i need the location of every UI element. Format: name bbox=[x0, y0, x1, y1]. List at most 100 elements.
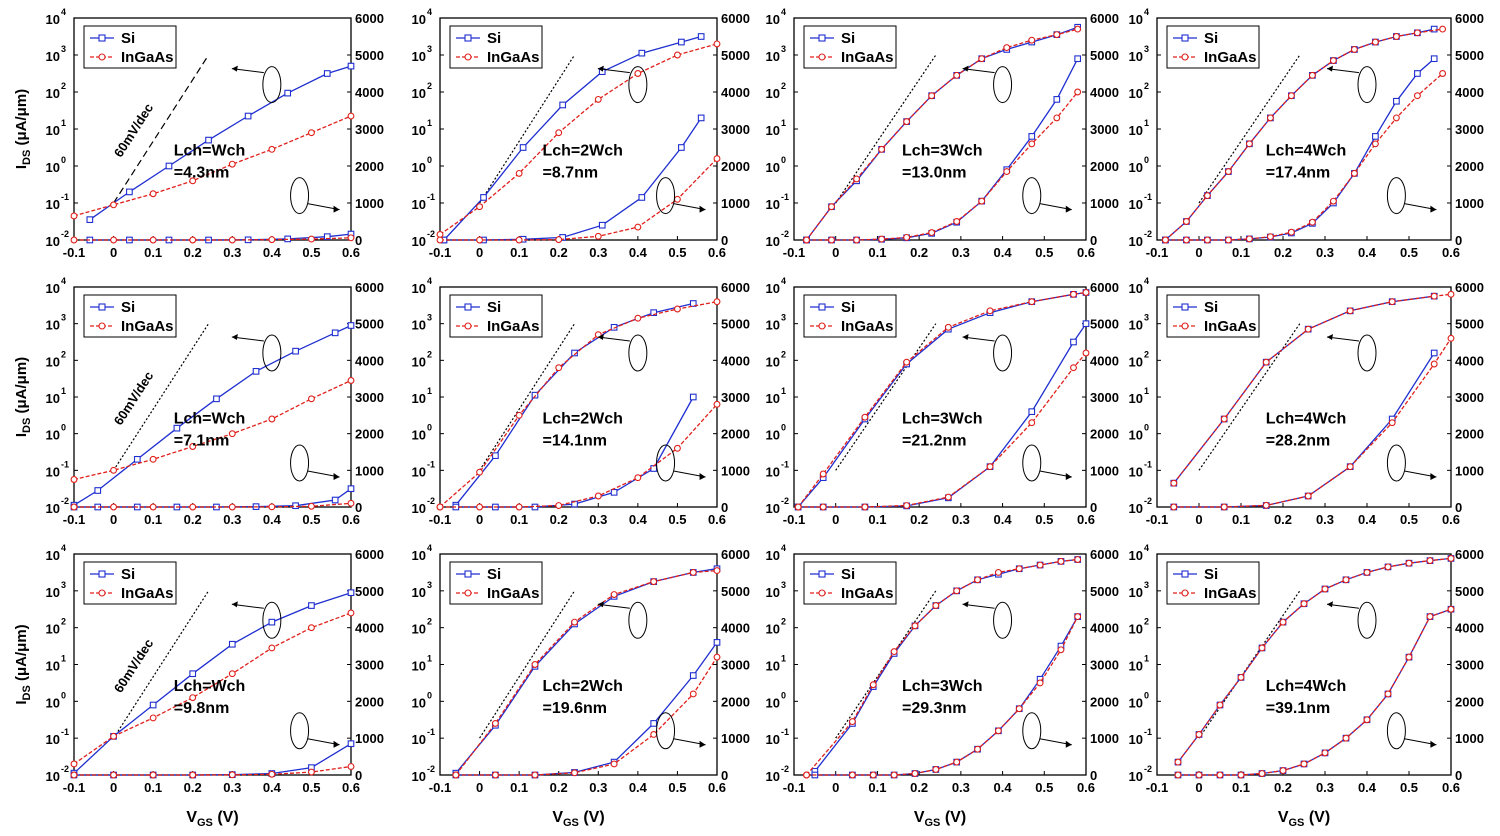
series-si-log-line bbox=[443, 35, 702, 241]
point-ingaas-lin bbox=[819, 503, 827, 511]
channel-length-label: Lch=2Wch bbox=[542, 143, 622, 160]
y-log-tick-label: 10 bbox=[766, 281, 780, 296]
point-ingaas-log bbox=[307, 129, 315, 137]
legend-ingaas-marker bbox=[98, 322, 106, 330]
point-ingaas-lin bbox=[228, 771, 236, 779]
x-tick-label: 0.1 bbox=[144, 780, 162, 795]
y-lin-tick-label: 3000 bbox=[1090, 658, 1119, 673]
point-ingaas-log bbox=[476, 203, 484, 211]
point-si-log bbox=[492, 452, 499, 460]
x-tick-label: 0.1 bbox=[510, 512, 528, 527]
point-ingaas-log bbox=[228, 670, 236, 678]
point-si-log bbox=[86, 216, 94, 224]
y-lin-tick-label: 5000 bbox=[355, 317, 384, 332]
y-log-tick-exponent: 0 bbox=[427, 423, 432, 433]
y-lin-tick-label: 1000 bbox=[355, 196, 384, 211]
point-ingaas-lin bbox=[1439, 70, 1447, 77]
channel-length-value: =4.3nm bbox=[174, 165, 230, 182]
lin-axis-ellipse bbox=[656, 444, 676, 482]
x-tick-label: -0.1 bbox=[63, 512, 85, 527]
y-log-tick-exponent: 1 bbox=[427, 118, 432, 128]
y-log-tick-label: 10 bbox=[1129, 49, 1143, 64]
point-ingaas-lin bbox=[1384, 690, 1392, 698]
point-ingaas-lin bbox=[932, 766, 940, 773]
log-axis-ellipse bbox=[262, 601, 282, 639]
x-tick-label: 0.4 bbox=[1358, 512, 1377, 527]
point-ingaas-log bbox=[713, 298, 721, 306]
lin-axis-ellipse bbox=[1386, 712, 1406, 750]
y-log-tick-label: 10 bbox=[46, 12, 60, 27]
point-ingaas-log bbox=[610, 591, 618, 598]
y-log-tick-exponent: -2 bbox=[61, 764, 69, 774]
y-lin-tick-label: 1000 bbox=[721, 731, 750, 746]
point-ingaas-log bbox=[713, 567, 721, 575]
point-ingaas-lin bbox=[713, 155, 721, 163]
y-log-tick-exponent: 4 bbox=[61, 543, 66, 553]
y-log-tick-exponent: 0 bbox=[1144, 690, 1149, 700]
y-log-tick-exponent: 3 bbox=[427, 313, 432, 323]
legend-si-marker bbox=[98, 34, 106, 42]
point-ingaas-lin bbox=[861, 503, 869, 511]
point-ingaas-log bbox=[307, 395, 315, 403]
point-ingaas-lin bbox=[1245, 235, 1253, 243]
point-ingaas-log bbox=[1057, 557, 1065, 565]
point-ingaas-lin bbox=[149, 236, 157, 244]
point-ingaas-lin bbox=[110, 771, 118, 779]
point-ingaas-log bbox=[1237, 673, 1245, 681]
y-log-tick-exponent: -1 bbox=[61, 727, 69, 737]
point-ingaas-log bbox=[515, 169, 523, 177]
y-log-tick-exponent: 1 bbox=[427, 654, 432, 664]
y-log-tick-label: 10 bbox=[46, 769, 60, 784]
y-lin-tick-label: 0 bbox=[1455, 233, 1462, 248]
point-ingaas-lin bbox=[436, 503, 444, 511]
y-lin-tick-label: 6000 bbox=[1090, 547, 1119, 562]
y-lin-tick-label: 1000 bbox=[355, 463, 384, 478]
legend-ingaas-label: InGaAs bbox=[121, 585, 174, 602]
y-log-tick-label: 10 bbox=[1129, 391, 1143, 406]
point-si-log bbox=[244, 112, 252, 120]
y-lin-tick-label: 2000 bbox=[355, 427, 384, 442]
x-tick-label: 0.1 bbox=[510, 780, 528, 795]
x-tick-label: 0.6 bbox=[342, 780, 360, 795]
y-log-tick-exponent: 2 bbox=[1144, 81, 1149, 91]
y-log-tick-exponent: -1 bbox=[781, 459, 789, 469]
y-lin-tick-label: 3000 bbox=[1455, 122, 1484, 137]
slope-reference-line bbox=[835, 54, 937, 204]
y-log-tick-label: 10 bbox=[46, 659, 60, 674]
log-axis-arrowhead bbox=[597, 334, 604, 340]
y-log-tick-exponent: -1 bbox=[427, 459, 435, 469]
series-ingaas-lin-line bbox=[74, 502, 352, 508]
lin-axis-arrowhead bbox=[333, 473, 340, 480]
lin-axis-ellipse bbox=[290, 444, 310, 482]
legend-si-marker bbox=[464, 570, 472, 578]
y-log-tick-exponent: 2 bbox=[1144, 617, 1149, 627]
lin-axis-arrowhead bbox=[1430, 473, 1437, 480]
lin-axis-ellipse bbox=[1022, 712, 1042, 750]
y-log-tick-label: 10 bbox=[766, 234, 780, 249]
point-ingaas-lin bbox=[307, 768, 315, 776]
y-log-tick-exponent: -2 bbox=[427, 764, 435, 774]
y-log-tick-exponent: 2 bbox=[427, 617, 432, 627]
y-lin-tick-label: 5000 bbox=[1090, 48, 1119, 63]
point-ingaas-log bbox=[819, 470, 827, 478]
log-axis-ellipse bbox=[1357, 601, 1377, 639]
legend-si-label: Si bbox=[1204, 30, 1218, 47]
y-lin-tick-label: 3000 bbox=[1455, 658, 1484, 673]
log-axis-ellipse bbox=[628, 66, 648, 104]
series-ingaas-log-line bbox=[1177, 557, 1452, 763]
lin-axis-ellipse bbox=[1386, 177, 1406, 215]
y-log-tick-exponent: 0 bbox=[427, 690, 432, 700]
x-tick-label: 0.3 bbox=[223, 512, 241, 527]
point-si-lin bbox=[610, 488, 618, 496]
x-tick-label: 0.4 bbox=[263, 512, 282, 527]
point-ingaas-lin bbox=[1363, 716, 1371, 724]
legend-ingaas-label: InGaAs bbox=[1204, 318, 1257, 335]
point-ingaas-lin bbox=[974, 745, 981, 753]
x-tick-label: 0.5 bbox=[302, 512, 320, 527]
point-ingaas-lin bbox=[853, 236, 861, 244]
y-lin-tick-label: 4000 bbox=[355, 353, 384, 368]
point-si-lin bbox=[1372, 133, 1379, 140]
lin-axis-ellipse bbox=[656, 177, 676, 215]
y-log-tick-label: 10 bbox=[1129, 501, 1143, 516]
